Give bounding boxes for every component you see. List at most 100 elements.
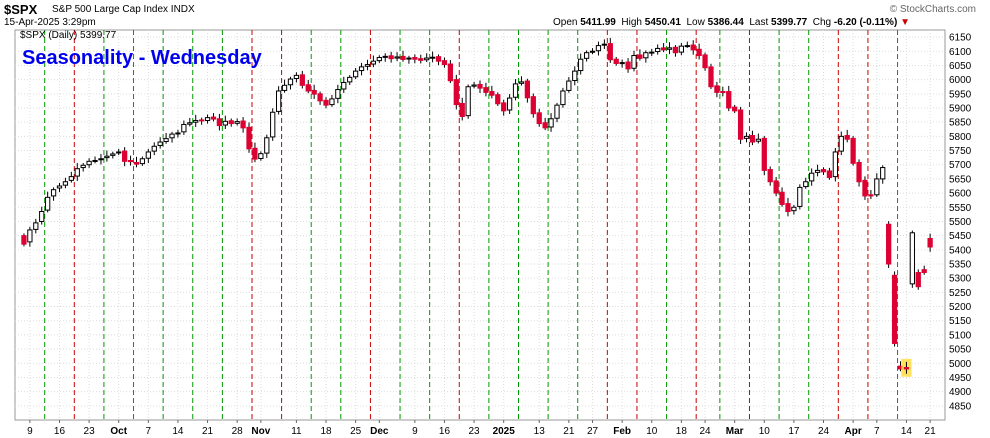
candle-up [222,120,228,126]
candle-down [388,55,394,60]
candle-down [607,43,613,61]
x-tick-label: 9 [27,426,33,437]
candle-down [927,237,933,248]
x-tick-label: 28 [232,426,244,437]
candle-down [785,203,791,213]
candle-down [844,135,850,140]
chart-legend: $SPX (Daily) 5399.77 [20,30,117,41]
y-tick-label: 6150 [949,33,972,44]
candle-up [631,55,637,69]
candle-down [637,54,643,59]
candle-up [169,133,175,139]
candle-down [489,91,495,96]
x-tick-label: 7 [874,426,880,437]
y-tick-label: 4900 [949,387,972,398]
candle-down [660,47,667,51]
candle-up [287,78,294,86]
candle-down [891,274,898,344]
candle-down [501,102,507,112]
candle-up [264,137,270,154]
candle-up [27,229,33,243]
candle-up [335,89,341,99]
candle-up [352,70,359,78]
candle-down [299,74,305,86]
candle-up [578,58,584,72]
x-tick-label: Nov [251,426,270,437]
x-tick-label: 23 [469,426,481,437]
x-tick-label: 18 [320,426,332,437]
candle-up [406,57,412,60]
candle-up [145,151,151,159]
candle-down [732,106,738,112]
candle-up [655,47,661,53]
candle-up [814,169,821,173]
chg-down-arrow-icon: ▼ [900,17,910,28]
plot-frame [14,29,946,421]
x-tick-label: 23 [84,426,96,437]
candle-up [678,45,684,53]
brand-watermark: © StockCharts.com [889,4,976,15]
candle-down [761,137,767,171]
candle-down [441,60,448,66]
x-tick-label: 13 [534,426,546,437]
candle-down [323,99,329,106]
candle-down [702,54,708,69]
candle-down [524,80,531,99]
y-tick-label: 5350 [949,260,972,271]
candle-up [258,153,264,159]
candle-up [151,145,157,152]
candle-down [886,223,892,265]
candle-down [696,48,702,57]
candle-up [572,70,578,81]
y-tick-label: 5500 [949,217,972,228]
candle-up [589,50,596,53]
x-tick-label: Dec [370,426,389,437]
candle-up [74,168,80,177]
y-tick-label: 6050 [949,61,972,72]
candle-up [743,135,750,139]
candle-up [684,45,690,48]
x-tick-label: 21 [202,426,214,437]
x-tick-label: 18 [676,426,688,437]
candle-down [737,109,744,140]
candle-up [512,83,519,98]
x-tick-label: 16 [439,426,451,437]
candle-up [382,55,388,58]
x-tick-label: 11 [291,426,302,437]
candle-down [708,66,714,88]
candle-down [690,44,696,51]
symbol: $SPX [4,2,38,17]
y-tick-label: 5250 [949,288,972,299]
y-tick-label: 5900 [949,104,972,115]
candle-up [175,132,181,135]
x-tick-label: 24 [699,426,711,437]
candle-up [139,158,146,165]
seasonality-lines [44,30,899,420]
quote-bar: Open 5411.99 High 5450.41 Low 5386.44 La… [553,17,910,28]
x-tick-label: 24 [818,426,830,437]
candle-down [625,61,631,70]
candle-down [915,272,921,288]
candle-up [204,117,211,121]
open-value: 5411.99 [580,17,616,28]
low-value: 5386.44 [707,17,744,28]
candle-down [317,93,323,102]
y-tick-label: 6000 [949,75,972,86]
candle-up [394,56,400,59]
candle-up [809,172,815,182]
candle-down [868,194,874,197]
y-tick-label: 5550 [949,203,972,214]
high-value: 5450.41 [644,17,681,28]
low-label: Low [686,17,705,28]
candle-down [418,58,424,61]
candle-up [281,84,288,91]
y-tick-label: 5950 [949,89,972,100]
y-tick-label: 5100 [949,330,972,341]
x-tick-label: 14 [172,426,184,437]
candle-down [477,83,483,89]
candle-up [838,135,844,152]
candle-up [110,153,116,156]
candle-up [554,104,560,119]
candle-up [157,141,163,146]
candle-up [755,138,761,142]
